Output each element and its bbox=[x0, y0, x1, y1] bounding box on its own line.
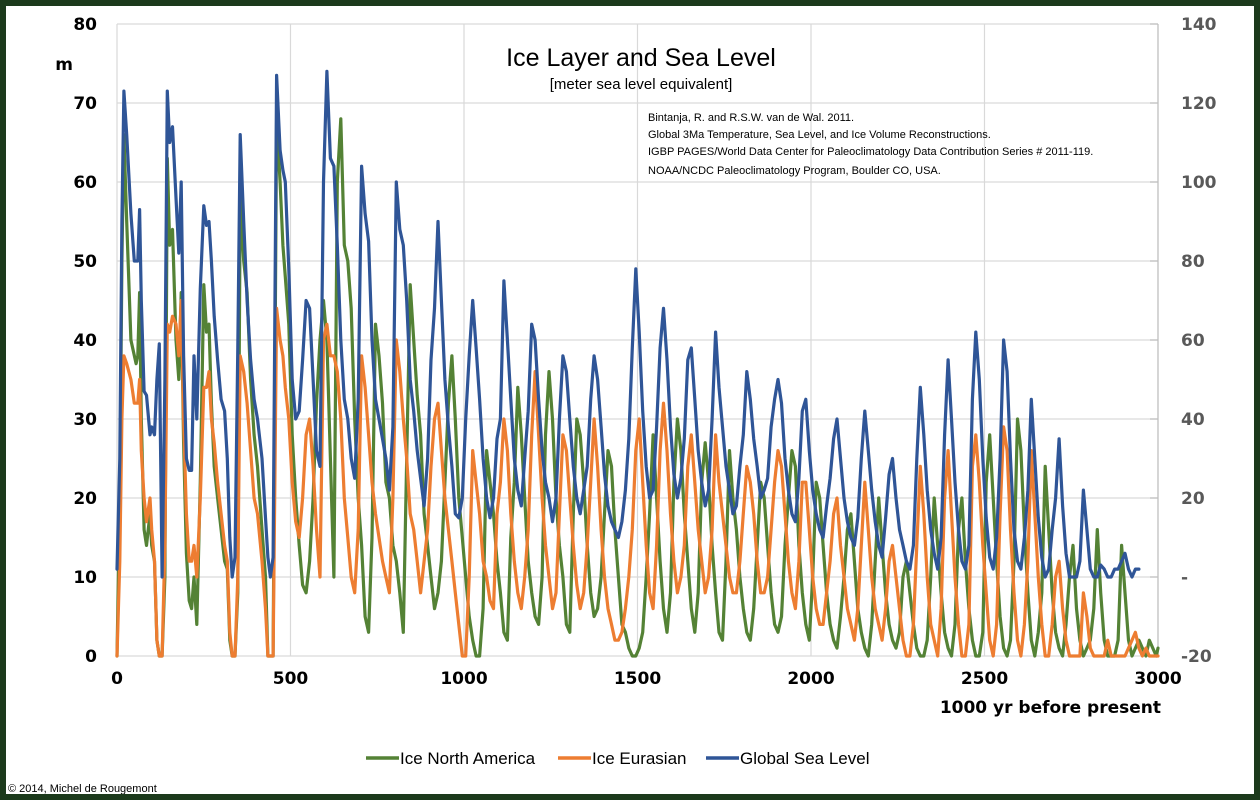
legend: Ice North America Ice Eurasian Global Se… bbox=[366, 749, 869, 768]
chart-frame: 0 10 20 30 40 50 60 70 80 0 500 1000 1500 2000 2500 300… bbox=[6, 6, 1254, 794]
y-left-tick-label: 20 bbox=[73, 489, 97, 509]
copyright-footer: © 2014, Michel de Rougemont bbox=[8, 783, 157, 794]
y-right-tick-label: 140 bbox=[1181, 15, 1217, 35]
legend-item-ice-eurasian[interactable]: Ice Eurasian bbox=[558, 749, 687, 768]
y-left-tick-label: 0 bbox=[85, 647, 97, 667]
x-tick-label: 1000 bbox=[440, 669, 487, 689]
legend-item-global-sea-level[interactable]: Global Sea Level bbox=[706, 749, 869, 768]
x-tick-label: 2500 bbox=[961, 669, 1008, 689]
y-left-tick-label: 60 bbox=[73, 173, 97, 193]
series-line-ice-north-america bbox=[115, 117, 1160, 658]
chart-svg: 0 10 20 30 40 50 60 70 80 0 500 1000 1500 2000 2500 300… bbox=[8, 15, 1217, 794]
chart-subtitle: [meter sea level equivalent] bbox=[550, 76, 733, 93]
y-left-tick-label: 50 bbox=[73, 252, 97, 272]
y-right-tick-label: 60 bbox=[1181, 331, 1205, 351]
source-line-2: Global 3Ma Temperature, Sea Level, and I… bbox=[648, 129, 991, 141]
legend-item-ice-north-america[interactable]: Ice North America bbox=[366, 749, 536, 768]
source-line-4: NOAA/NCDC Paleoclimatology Program, Boul… bbox=[648, 165, 941, 177]
x-tick-label: 1500 bbox=[614, 669, 661, 689]
y-axis-left-label: m bbox=[55, 55, 73, 75]
y-left-tick-label: 10 bbox=[73, 568, 97, 588]
chart-title: Ice Layer and Sea Level bbox=[506, 44, 776, 72]
y-left-tick-label: 30 bbox=[73, 410, 97, 430]
y-right-tick-label: 120 bbox=[1181, 94, 1217, 114]
tick-labels: 0 10 20 30 40 50 60 70 80 0 500 1000 1500 2000 2500 300… bbox=[73, 15, 1216, 689]
x-tick-label: 500 bbox=[273, 669, 309, 689]
x-tick-label: 2000 bbox=[787, 669, 834, 689]
y-right-tick-label: 80 bbox=[1181, 252, 1205, 272]
y-right-tick-label: 100 bbox=[1181, 173, 1217, 193]
legend-label-global-sea-level: Global Sea Level bbox=[740, 749, 869, 768]
x-tick-label: 3000 bbox=[1134, 669, 1181, 689]
series-line-global-sea-level bbox=[115, 69, 1141, 579]
x-axis-label: 1000 yr before present bbox=[940, 698, 1161, 718]
y-left-tick-label: 80 bbox=[73, 15, 97, 35]
y-right-tick-label: -20 bbox=[1181, 647, 1212, 667]
y-left-tick-label: 40 bbox=[73, 331, 97, 351]
series-group bbox=[115, 69, 1160, 658]
series-line-ice-eurasian bbox=[115, 298, 1160, 658]
y-left-tick-label: 70 bbox=[73, 94, 97, 114]
y-right-tick-label: 40 bbox=[1181, 410, 1205, 430]
legend-label-ice-north-america: Ice North America bbox=[400, 749, 536, 768]
source-line-1: Bintanja, R. and R.S.W. van de Wal. 2011… bbox=[648, 112, 854, 124]
y-right-tick-label: - bbox=[1181, 568, 1188, 588]
y-right-tick-label: 20 bbox=[1181, 489, 1205, 509]
source-line-3: IGBP PAGES/World Data Center for Paleocl… bbox=[648, 146, 1093, 158]
legend-label-ice-eurasian: Ice Eurasian bbox=[592, 749, 687, 768]
x-tick-label: 0 bbox=[111, 669, 123, 689]
